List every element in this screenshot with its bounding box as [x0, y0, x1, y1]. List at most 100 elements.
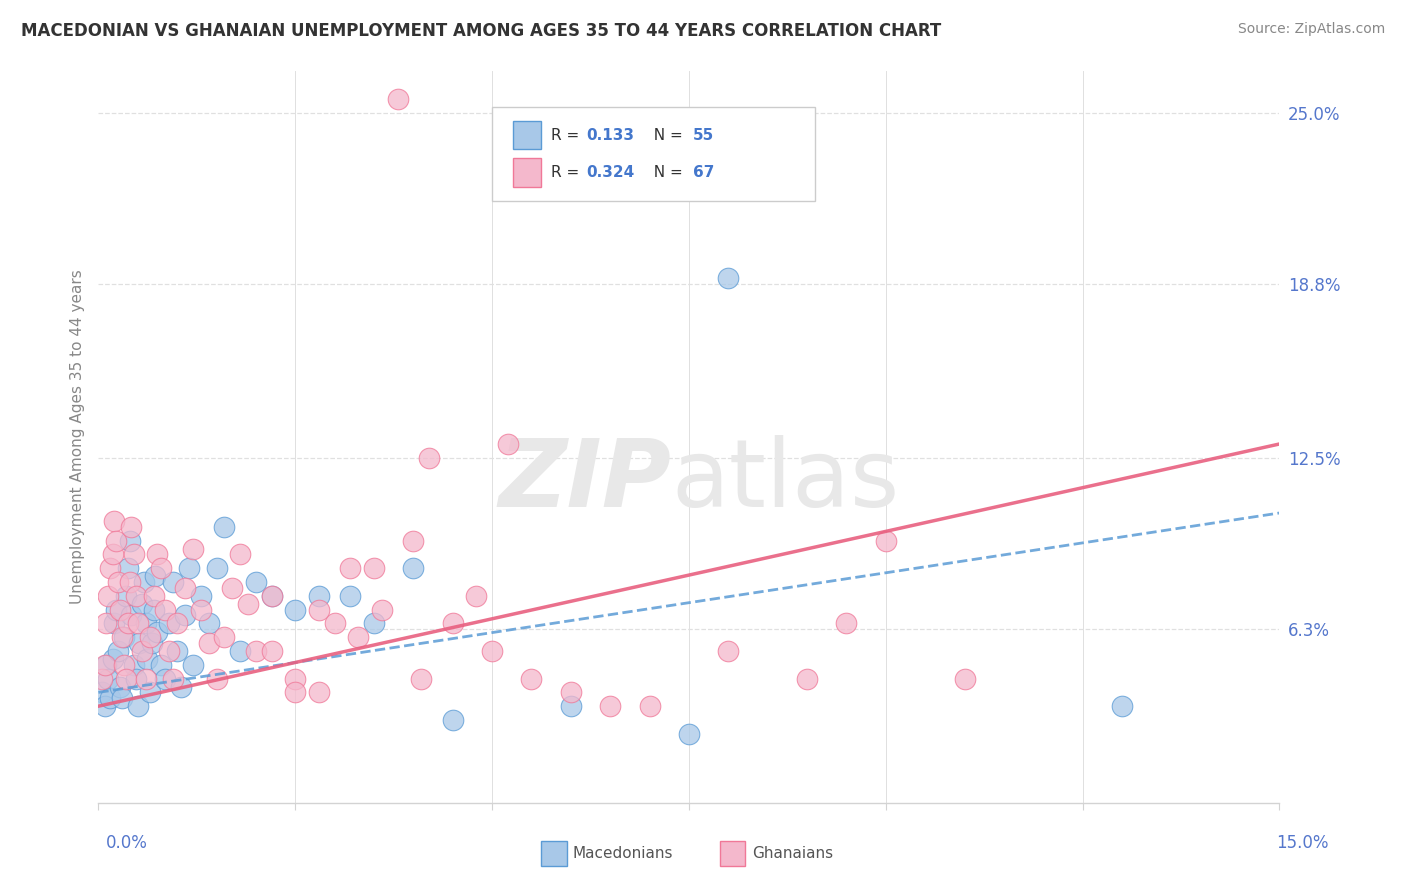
Point	[91, 672, 114, 686]
Point	[122, 548, 145, 562]
Point	[131, 644, 153, 658]
Point	[678, 727, 700, 741]
Point	[138, 630, 160, 644]
Point	[157, 616, 180, 631]
Point	[214, 630, 236, 644]
Point	[150, 657, 173, 672]
Point	[197, 636, 219, 650]
Point	[131, 597, 153, 611]
Point	[599, 699, 621, 714]
Point	[117, 616, 139, 631]
Point	[174, 608, 197, 623]
Point	[121, 608, 143, 623]
Point	[98, 690, 121, 705]
Point	[260, 644, 283, 658]
Point	[308, 685, 330, 699]
Point	[387, 92, 409, 106]
Text: Source: ZipAtlas.com: Source: ZipAtlas.com	[1237, 22, 1385, 37]
Point	[181, 541, 204, 556]
Text: N =: N =	[644, 128, 688, 143]
Point	[197, 616, 219, 631]
Point	[104, 533, 127, 548]
Point	[371, 602, 394, 616]
Point	[103, 514, 125, 528]
Point	[93, 657, 115, 672]
Point	[717, 271, 740, 285]
Point	[339, 589, 361, 603]
Text: 55: 55	[693, 128, 714, 143]
Text: 0.324: 0.324	[586, 165, 634, 180]
Text: 67: 67	[693, 165, 714, 180]
Point	[418, 450, 440, 465]
Point	[717, 644, 740, 658]
Point	[402, 533, 425, 548]
Point	[205, 672, 228, 686]
Point	[107, 574, 129, 589]
Point	[190, 602, 212, 616]
Point	[125, 672, 148, 686]
Point	[260, 589, 283, 603]
Point	[638, 699, 661, 714]
Text: ZIP: ZIP	[498, 435, 671, 527]
Point	[236, 597, 259, 611]
Point	[347, 630, 370, 644]
Point	[135, 672, 157, 686]
Point	[91, 685, 114, 699]
Point	[441, 616, 464, 631]
Text: atlas: atlas	[671, 435, 900, 527]
Point	[97, 672, 120, 686]
Point	[177, 561, 200, 575]
Point	[98, 561, 121, 575]
Point	[103, 616, 125, 631]
Point	[162, 574, 184, 589]
Point	[115, 589, 138, 603]
Point	[229, 548, 252, 562]
Point	[339, 561, 361, 575]
Point	[411, 672, 433, 686]
Text: R =: R =	[551, 165, 585, 180]
Point	[122, 657, 145, 672]
Point	[101, 652, 124, 666]
Point	[115, 672, 138, 686]
Point	[101, 548, 124, 562]
Text: Ghanaians: Ghanaians	[752, 847, 834, 861]
Point	[142, 589, 165, 603]
Point	[190, 589, 212, 603]
Point	[170, 680, 193, 694]
Point	[155, 602, 177, 616]
Point	[465, 589, 488, 603]
Point	[111, 630, 134, 644]
Point	[162, 672, 184, 686]
Point	[441, 713, 464, 727]
Point	[128, 636, 150, 650]
Point	[138, 685, 160, 699]
Point	[118, 533, 141, 548]
Point	[496, 437, 519, 451]
Point	[112, 657, 135, 672]
Point	[181, 657, 204, 672]
Point	[157, 644, 180, 658]
Point	[174, 581, 197, 595]
Point	[141, 636, 163, 650]
Point	[111, 690, 134, 705]
Point	[205, 561, 228, 575]
Text: R =: R =	[551, 128, 585, 143]
Point	[142, 602, 165, 616]
Point	[112, 630, 135, 644]
Text: N =: N =	[644, 165, 688, 180]
Point	[97, 589, 120, 603]
Point	[136, 652, 159, 666]
Point	[132, 574, 155, 589]
Point	[143, 569, 166, 583]
Point	[155, 672, 177, 686]
Point	[245, 644, 267, 658]
Point	[323, 616, 346, 631]
Point	[363, 561, 385, 575]
Point	[166, 644, 188, 658]
Point	[308, 589, 330, 603]
Text: 0.133: 0.133	[586, 128, 634, 143]
Text: MACEDONIAN VS GHANAIAN UNEMPLOYMENT AMONG AGES 35 TO 44 YEARS CORRELATION CHART: MACEDONIAN VS GHANAIAN UNEMPLOYMENT AMON…	[21, 22, 942, 40]
Point	[127, 616, 149, 631]
Point	[260, 589, 283, 603]
Point	[284, 602, 307, 616]
